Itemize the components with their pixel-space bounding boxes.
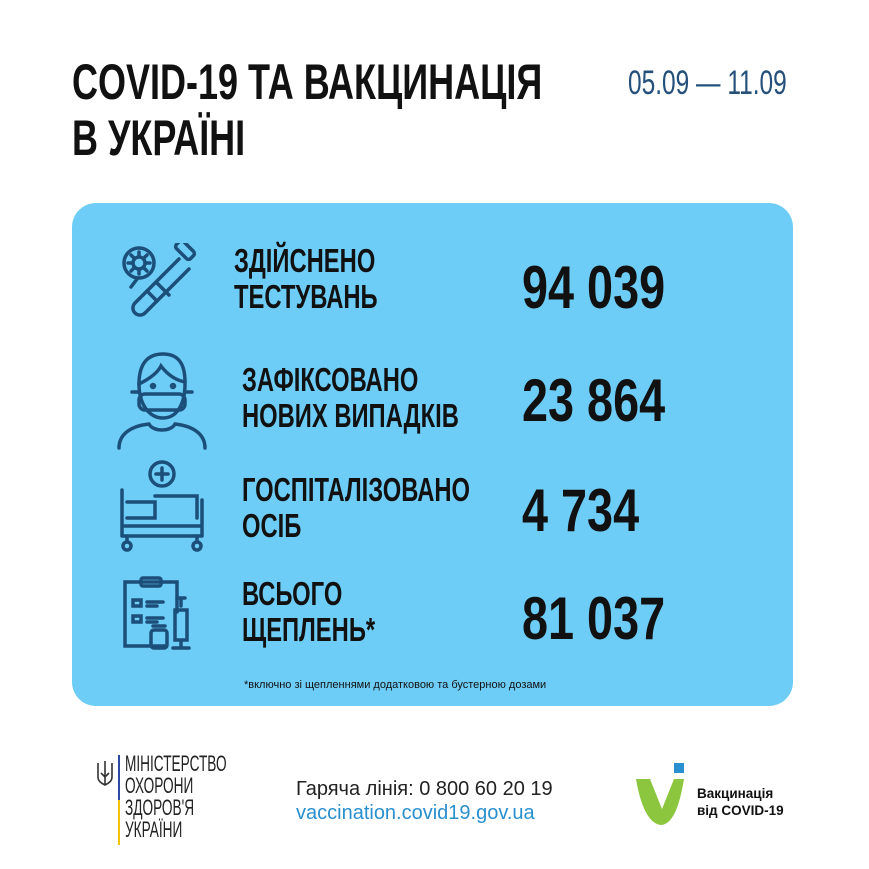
stats-card: ЗДІЙСНЕНО ТЕСТУВАНЬ 94 039 ЗАФІКСОВАНО Н…	[72, 203, 793, 706]
masked-person-icon	[117, 352, 207, 450]
stat-value: 23 864	[522, 367, 666, 434]
stat-value: 94 039	[522, 254, 666, 321]
stat-hospitalized: ГОСПІТАЛІЗОВАНО ОСІБ 4 734	[72, 460, 793, 570]
stat-label: ВСЬОГО ЩЕПЛЕНЬ*	[242, 575, 376, 648]
footer: МІНІСТЕРСТВО ОХОРОНИ ЗДОРОВ'Я УКРАЇНИ Га…	[0, 740, 869, 860]
flag-divider	[118, 755, 120, 845]
stat-value: 81 037	[522, 585, 666, 652]
stat-label: ГОСПІТАЛІЗОВАНО ОСІБ	[242, 471, 471, 544]
date-range: 05.09 — 11.09	[628, 64, 787, 102]
stat-vaccinations: ВСЬОГО ЩЕПЛЕНЬ* 81 037	[72, 576, 793, 686]
stat-cases: ЗАФІКСОВАНО НОВИХ ВИПАДКІВ 23 864	[72, 350, 793, 460]
hospital-bed-icon	[120, 460, 204, 552]
hotline: Гаряча лінія: 0 800 60 20 19	[296, 778, 553, 800]
footnote: *включно зі щепленнями додатковою та бус…	[244, 679, 547, 691]
page-title: COVID-19 ТА ВАКЦИНАЦІЯ В УКРАЇНІ	[72, 54, 543, 166]
vaccination-logo-icon	[636, 763, 684, 825]
stat-tests: ЗДІЙСНЕНО ТЕСТУВАНЬ 94 039	[72, 243, 793, 353]
stat-label: ЗАФІКСОВАНО НОВИХ ВИПАДКІВ	[242, 361, 459, 434]
vaccination-logo-text: Вакцинація від COVID-19	[697, 786, 784, 818]
test-tube-virus-icon	[122, 243, 197, 317]
trident-icon	[97, 761, 113, 786]
stat-value: 4 734	[522, 477, 640, 544]
stat-label: ЗДІЙСНЕНО ТЕСТУВАНЬ	[234, 242, 378, 315]
website-link[interactable]: vaccination.covid19.gov.ua	[296, 802, 535, 824]
clipboard-syringe-icon	[123, 576, 191, 650]
